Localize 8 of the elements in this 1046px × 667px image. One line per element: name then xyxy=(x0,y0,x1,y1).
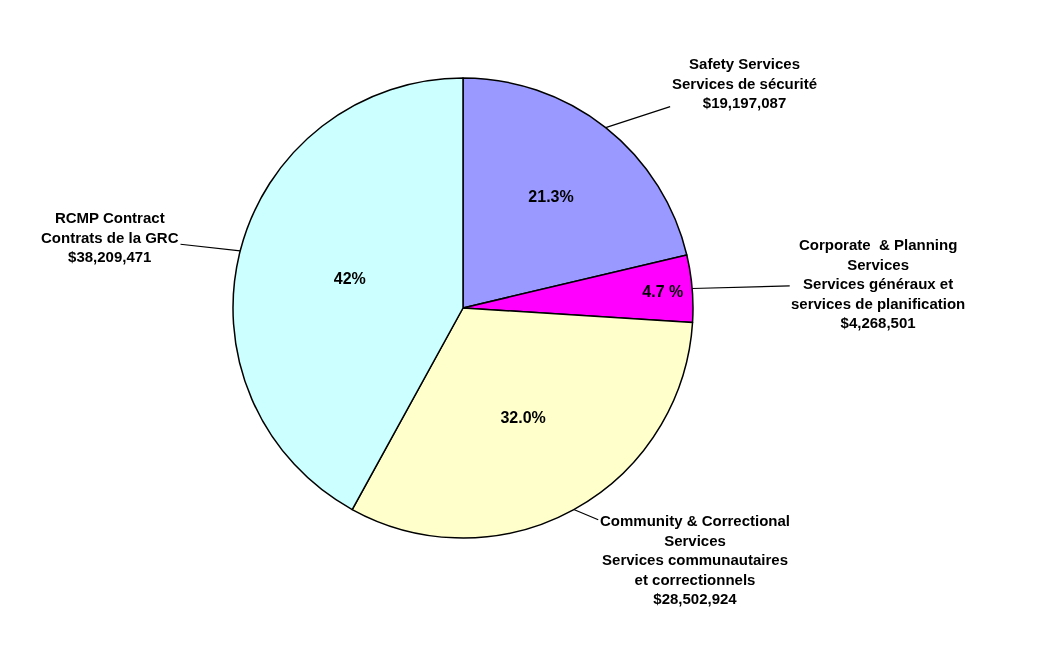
data-label: 32.0% xyxy=(500,408,546,426)
data-label: 4.7 % xyxy=(642,282,684,300)
slice-label: Community & Correctional Services Services communautaires et correctionnels $28,502,924 xyxy=(600,512,791,607)
slice-label: Safety Services Services de sécurité $19,197,087 xyxy=(672,55,818,111)
data-label: 42% xyxy=(333,270,366,288)
slice-label: RCMP Contract Contrats de la GRC $38,209,471 xyxy=(41,209,179,265)
data-label: 21.3% xyxy=(528,188,574,206)
slice-label: Corporate & Planning Services Services généraux et services de planification $4,268,501 xyxy=(791,236,966,331)
